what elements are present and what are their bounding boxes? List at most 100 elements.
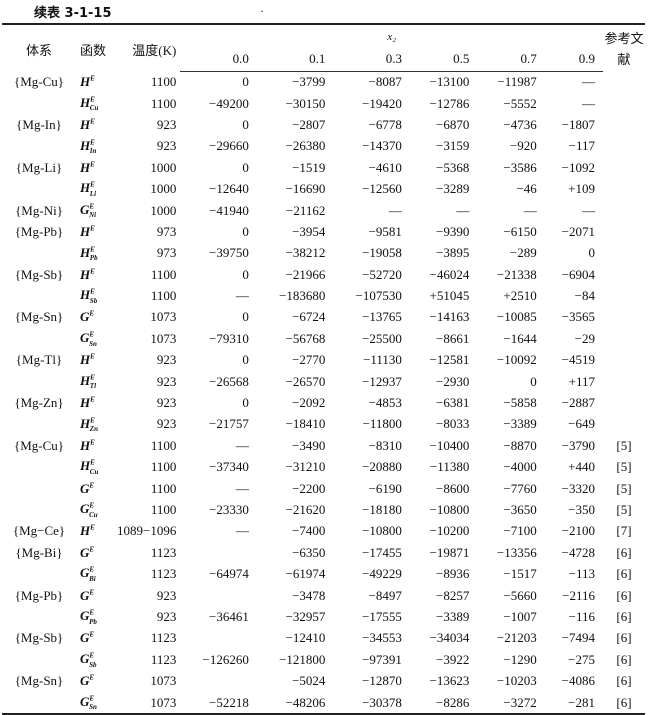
function-subscript: Sn — [89, 339, 97, 348]
cell-x-0.1: −21966 — [285, 266, 326, 282]
cell-x-0.7: −10092 — [496, 352, 537, 368]
cell-function: HECu — [76, 93, 117, 114]
function-superscript: E — [89, 501, 95, 510]
function-symbol: G — [80, 673, 90, 689]
cell-ref: [7] — [616, 523, 632, 539]
cell-x-0.9: 0 — [588, 245, 596, 261]
cell-x-0.3: −25500 — [362, 330, 402, 346]
cell-temperature: 1073 — [150, 309, 177, 325]
cell-system: {Mg-Pb} — [14, 587, 64, 603]
cell-x-0.5: −3159 — [435, 138, 470, 154]
cell-x-0.3: −4853 — [368, 395, 402, 411]
cell-x-0.3: −17555 — [362, 608, 402, 624]
cell-x-0.5: −12786 — [429, 95, 470, 111]
function-superscript: E — [90, 117, 95, 126]
cell-x-0.3: −9581 — [368, 223, 402, 239]
cell-temperature: 973 — [156, 223, 177, 239]
cell-system: {Mg-Pb} — [14, 223, 64, 239]
cell-temperature: 923 — [156, 373, 177, 389]
cell-function: GE — [76, 585, 117, 606]
cell-function: GENi — [76, 200, 117, 221]
function-superscript: E — [89, 608, 95, 617]
cell-x-0.9: −2116 — [562, 587, 595, 603]
cell-x-0.3: −17455 — [362, 544, 402, 560]
cell-ref — [603, 136, 645, 157]
header-system: 体系 — [2, 23, 76, 71]
cell-ref — [603, 264, 645, 285]
cell-ref — [603, 221, 645, 242]
cell-x-0.3: −8497 — [368, 587, 402, 603]
cell-x-0.0: 0 — [242, 266, 249, 282]
cell-x-0.3: −14370 — [362, 138, 402, 154]
cell-ref: [6] — [616, 544, 632, 560]
cell-x-0.7: −4000 — [503, 459, 537, 475]
cell-x-0.1: −1519 — [292, 159, 326, 175]
cell-x-0.9: −3320 — [561, 480, 595, 496]
cell-x-0.3: — — [388, 202, 402, 218]
cell-system — [2, 285, 76, 306]
cell-function: HESb — [76, 285, 117, 306]
function-subscript: Sn — [89, 703, 97, 712]
cell-function: HE — [76, 392, 117, 413]
cell-x-0.7: −289 — [509, 245, 537, 261]
cell-ref: [5] — [616, 459, 632, 475]
cell-x-0.1: −12410 — [285, 630, 326, 646]
header-x-1: 0.1 — [256, 47, 334, 72]
table-row: {Mg-Tl} HE 923 0 −2770 −11130 −12581 −10092 −451… — [2, 350, 645, 371]
cell-x-0.7: −10203 — [496, 673, 537, 689]
function-subscript: Sb — [89, 296, 98, 305]
cell-x-0.1: −26570 — [285, 373, 326, 389]
cell-x-0.9: — — [582, 74, 595, 90]
cell-system — [2, 606, 76, 627]
table-row: {Mg-Sn} GE 1073 0 −6724 −13765 −14163 −10085 −35… — [2, 307, 645, 328]
cell-x-0.1: −3954 — [292, 223, 326, 239]
cell-x-0.3: −30378 — [333, 691, 410, 715]
function-symbol: H — [80, 437, 91, 453]
table-row: GESn 1073 −79310 −56768 −25500 −8661 −1644 −29 — [2, 328, 645, 349]
cell-temperature: 1089−1096 — [117, 523, 177, 539]
cell-x-0.5: −3289 — [435, 181, 470, 197]
cell-system: {Mg-Bi} — [15, 544, 63, 560]
cell-x-0.1: −2770 — [292, 352, 326, 368]
cell-system: {Mg−Ce} — [12, 523, 66, 539]
cell-x-0.7: −3389 — [503, 416, 537, 432]
cell-system: {Mg-Zn} — [14, 395, 64, 411]
cell-temperature: 1100 — [150, 437, 177, 453]
data-table: 体系 函数 温度(K) x₂ 参考文献 0.0 0.1 0.3 0.5 0.7 0.9 {… — [2, 23, 645, 715]
cell-function: HETl — [76, 371, 117, 392]
table-row: {Mg-Li} HE 1000 0 −1519 −4610 −5368 −3586 −1092 — [2, 157, 645, 178]
table-row: HECu 1100 −37340 −31210 −20880 −11380 −4000 +44… — [2, 457, 645, 478]
cell-x-0.3: −10800 — [362, 523, 402, 539]
cell-x-0.1: −31210 — [285, 459, 326, 475]
cell-x-0.0: −41940 — [209, 202, 249, 218]
cell-x-0.9: −350 — [568, 502, 595, 517]
cell-system — [2, 93, 76, 114]
cell-temperature: 923 — [156, 587, 177, 603]
cell-system — [2, 371, 76, 392]
cell-x-0.1: −121800 — [279, 651, 326, 667]
cell-x-0.0: 0 — [242, 309, 249, 325]
cell-x-0.0: −79310 — [209, 330, 249, 346]
cell-x-0.1: −16690 — [285, 181, 326, 197]
cell-ref — [603, 392, 645, 413]
cell-x-0.5: −10800 — [429, 502, 470, 517]
cell-system — [2, 691, 76, 715]
cell-function: HE — [76, 71, 117, 93]
function-symbol: H — [80, 223, 91, 239]
cell-x-0.7: −1517 — [503, 566, 537, 582]
table-row: HECu 1100 −49200 −30150 −19420 −12786 −5552 — — [2, 93, 645, 114]
function-superscript: E — [90, 373, 95, 382]
cell-function: GEPb — [76, 606, 117, 627]
cell-x-0.0: −49200 — [209, 95, 249, 111]
function-superscript: E — [89, 330, 95, 339]
function-symbol: G — [80, 630, 90, 646]
cell-function: HE — [76, 221, 117, 242]
function-subscript: Cu — [89, 468, 99, 477]
cell-function: GE — [76, 478, 117, 499]
cell-x-0.7: −5552 — [503, 95, 537, 111]
table-row: GECu 1100 −23330 −21620 −18180 −10800 −3650 −35… — [2, 499, 645, 520]
cell-ref: [5] — [616, 437, 632, 453]
cell-system — [2, 649, 76, 670]
cell-x-0.5: −12581 — [429, 352, 470, 368]
cell-x-0.9: −275 — [568, 651, 595, 667]
